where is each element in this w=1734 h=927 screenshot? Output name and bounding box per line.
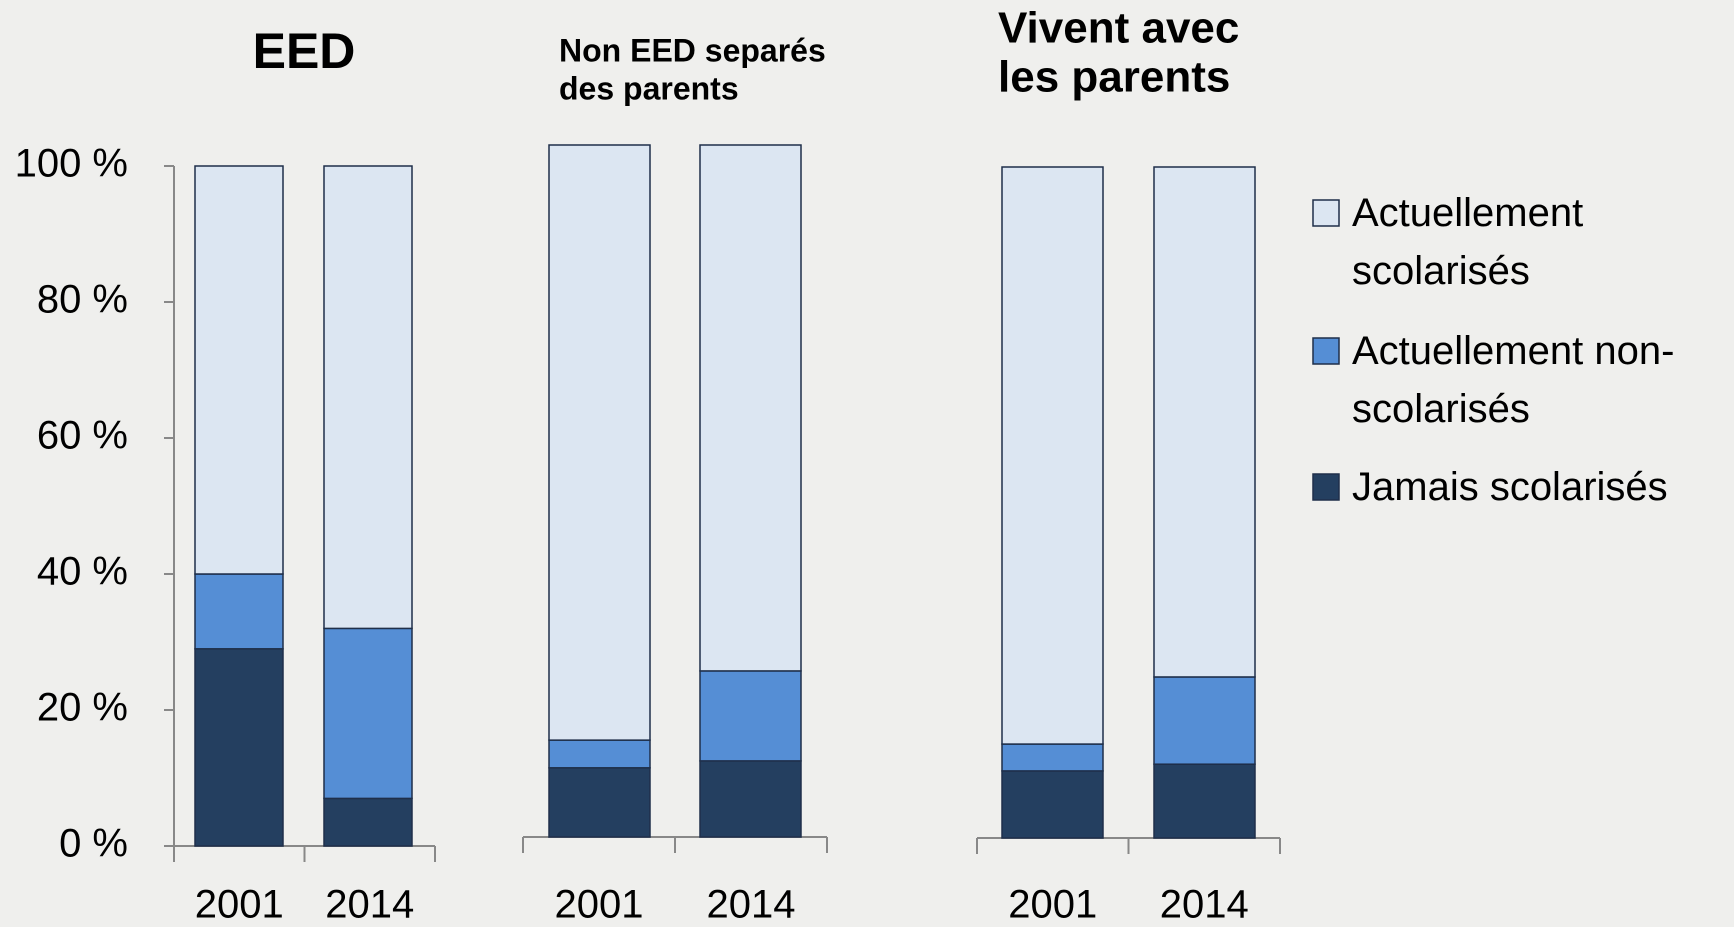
- panel-title: des parents: [559, 70, 739, 106]
- legend-swatch: [1313, 200, 1339, 226]
- x-tick-label: 2001: [555, 883, 644, 927]
- legend-label: Actuellement scolarisés: [1352, 184, 1727, 300]
- bar-segment: [700, 761, 801, 837]
- x-tick-label: 2001: [195, 883, 284, 927]
- bar-segment: [1002, 771, 1103, 838]
- x-tick-label: 2014: [707, 883, 796, 927]
- y-tick-label: 60 %: [37, 414, 128, 458]
- bar-segment: [700, 145, 801, 671]
- bar-segment: [1002, 744, 1103, 771]
- legend-label: Actuellement non-scolarisés: [1352, 322, 1727, 438]
- bar-segment: [324, 166, 412, 628]
- y-tick-label: 80 %: [37, 278, 128, 322]
- legend-swatch: [1313, 338, 1339, 364]
- y-tick-label: 0 %: [59, 822, 128, 866]
- bar-segment: [1154, 764, 1255, 838]
- panel-title: Vivent avec: [998, 4, 1239, 53]
- x-tick-label: 2014: [325, 883, 414, 927]
- bar-segment: [700, 671, 801, 761]
- bar-segment: [195, 649, 283, 846]
- x-tick-label: 2001: [1008, 883, 1097, 927]
- bar-segment: [324, 798, 412, 846]
- legend-label: Jamais scolarisés: [1352, 458, 1727, 516]
- page: EED 0 % 20 % 40 % 60 % 80 % 100 % 2001 2014 Non E…: [0, 0, 1734, 927]
- panel-title: Non EED separés: [559, 32, 826, 68]
- y-tick-label: 20 %: [37, 686, 128, 730]
- bar-segment: [1154, 677, 1255, 764]
- bar-segment: [549, 740, 650, 768]
- y-tick-label: 100 %: [15, 142, 128, 186]
- bar-segment: [549, 145, 650, 740]
- bar-segment: [549, 768, 650, 837]
- x-tick-label: 2014: [1160, 883, 1249, 927]
- bar-segment: [324, 628, 412, 798]
- bar-segment: [1154, 167, 1255, 677]
- bar-segment: [195, 574, 283, 649]
- panel-title: EED: [253, 23, 356, 79]
- legend-swatch: [1313, 474, 1339, 500]
- y-tick-label: 40 %: [37, 550, 128, 594]
- panel-title: les parents: [998, 53, 1230, 102]
- bar-segment: [195, 166, 283, 574]
- bar-segment: [1002, 167, 1103, 744]
